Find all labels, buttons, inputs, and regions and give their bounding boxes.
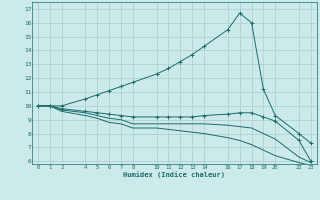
X-axis label: Humidex (Indice chaleur): Humidex (Indice chaleur) <box>124 171 225 178</box>
